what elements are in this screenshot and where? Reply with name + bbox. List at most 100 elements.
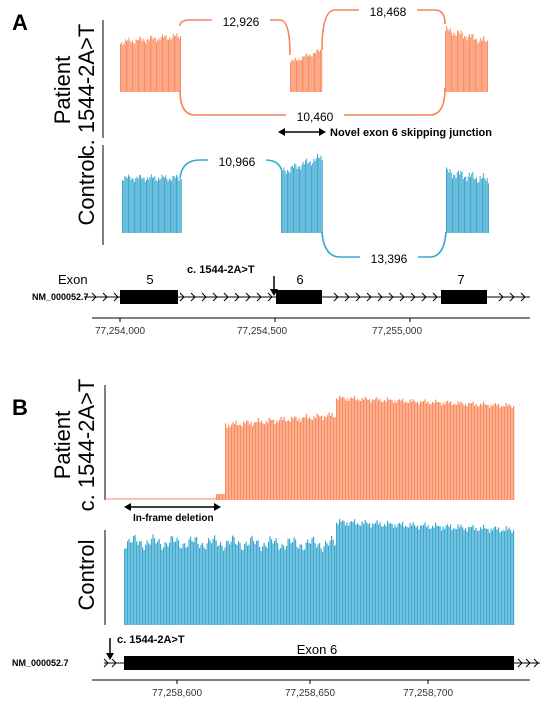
coverage-bar <box>271 420 273 500</box>
coverage-bar <box>314 52 315 92</box>
coverage-bar <box>134 181 135 233</box>
chevron-right-icon <box>91 292 97 302</box>
chevron-right-icon <box>234 292 240 302</box>
coverage-bar <box>486 528 488 625</box>
coverage-bar <box>173 176 175 233</box>
coverage-bar <box>369 523 371 625</box>
coverage-bar <box>317 49 319 92</box>
coverage-bar <box>136 541 138 625</box>
coverage-bar <box>298 548 300 625</box>
coverage-bar <box>430 528 432 625</box>
coverage-bar <box>143 177 145 233</box>
coverage-bar <box>161 174 163 233</box>
coverage-bar <box>355 400 357 500</box>
coverage-bar <box>175 541 177 625</box>
coverage-bar <box>375 522 377 625</box>
coverage-bar <box>498 527 500 625</box>
coverage-bar <box>242 550 244 625</box>
panel-a-exon-6-label: 6 <box>296 272 303 287</box>
chevron-right-icon <box>432 292 438 302</box>
coverage-bar <box>165 175 167 233</box>
coverage-bar <box>447 401 449 500</box>
coverage-bar <box>127 40 129 92</box>
coverage-bar <box>390 522 392 625</box>
coverage-bar <box>129 41 131 92</box>
coverage-bar <box>420 525 422 625</box>
coverage-bar <box>496 405 498 500</box>
coverage-bar <box>152 39 154 92</box>
coverage-bar <box>178 540 180 625</box>
coverage-bar <box>311 56 313 92</box>
coverage-bar <box>387 520 389 625</box>
coverage-bar <box>246 420 248 500</box>
coverage-bar <box>178 180 180 233</box>
coverage-bar <box>241 549 243 625</box>
panel-a-strand-chevrons <box>91 292 526 302</box>
coverage-bar <box>146 179 147 233</box>
coverage-bar <box>455 36 457 92</box>
coverage-bar <box>262 423 264 500</box>
coverage-bar <box>320 155 322 233</box>
coverage-bar <box>251 535 253 625</box>
deletion-note: In-frame deletion <box>133 513 214 524</box>
coverage-bar <box>155 180 157 233</box>
coverage-bar <box>163 37 165 92</box>
coverage-bar <box>298 58 300 92</box>
coverage-bar <box>166 543 168 625</box>
coverage-bar <box>317 153 318 233</box>
coverage-bar <box>148 40 150 92</box>
coverage-bar <box>381 401 383 500</box>
coverage-bar <box>315 53 317 92</box>
coverage-bar <box>125 548 127 625</box>
coverage-bar <box>453 32 455 92</box>
coverage-bar <box>328 412 330 500</box>
coverage-bar <box>286 420 288 500</box>
coverage-bar <box>507 529 509 625</box>
coverage-bar <box>222 494 224 500</box>
coverage-bar <box>467 35 469 92</box>
coverage-bar <box>182 543 184 625</box>
coverage-bar <box>215 540 217 625</box>
chevron-right-icon <box>525 658 531 668</box>
coverage-bar <box>435 522 437 625</box>
chevron-right-icon <box>520 292 526 302</box>
coverage-bar <box>308 162 310 233</box>
coverage-bar <box>429 528 431 625</box>
coverage-bar <box>370 402 372 500</box>
coverage-bar <box>492 406 494 500</box>
coverage-bar <box>345 525 347 625</box>
coverage-bar <box>180 179 182 233</box>
coverage-bar <box>293 167 294 233</box>
panel-a-exon-header: Exon <box>58 272 88 287</box>
coverage-bar <box>150 174 152 233</box>
coverage-bar <box>463 38 464 92</box>
coverage-bar <box>477 406 479 500</box>
coverage-bar <box>379 398 381 500</box>
coverage-bar <box>505 402 507 500</box>
chevron-right-icon <box>410 292 416 302</box>
coverage-bar <box>125 176 127 233</box>
coverage-bar <box>277 422 279 500</box>
coverage-bar <box>289 172 291 233</box>
coverage-bar <box>458 31 460 92</box>
coverage-bar <box>131 542 133 625</box>
arrowhead-left-icon <box>278 128 285 136</box>
coverage-bar <box>381 526 383 625</box>
coverage-bar <box>181 548 183 625</box>
panel-a-patient-coverage <box>120 25 488 93</box>
coverage-bar <box>351 521 353 625</box>
panel-a-control-junction-5-6-count: 10,966 <box>219 155 256 169</box>
coverage-bar <box>472 33 474 92</box>
coverage-bar <box>153 177 155 233</box>
coverage-bar <box>281 170 282 233</box>
coverage-bar <box>301 164 303 233</box>
coverage-bar <box>179 547 181 625</box>
coverage-bar <box>152 534 154 625</box>
coverage-bar <box>134 43 136 92</box>
coverage-bar <box>366 398 368 500</box>
coverage-bar <box>133 535 135 625</box>
coverage-bar <box>199 548 201 625</box>
coverage-bar <box>289 538 291 625</box>
coverage-bar <box>321 415 323 500</box>
coverage-bar <box>378 524 380 625</box>
